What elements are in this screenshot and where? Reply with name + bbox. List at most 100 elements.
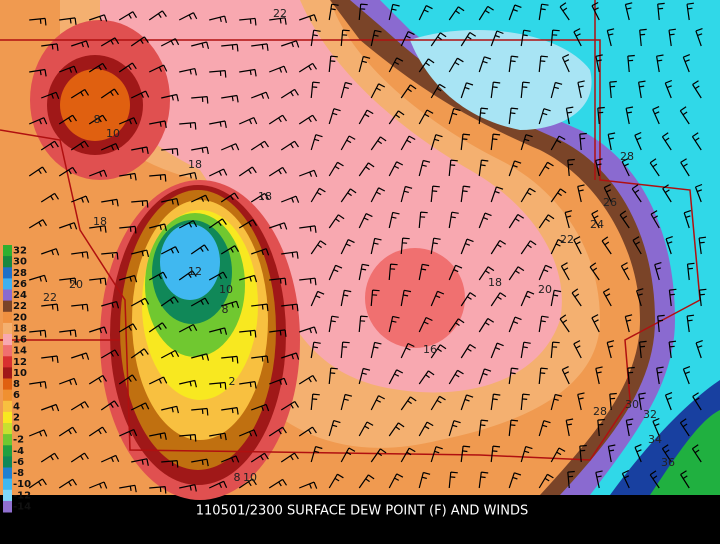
legend-swatch [3, 278, 12, 290]
wind-barb [603, 184, 612, 203]
wind-barb [591, 1, 600, 21]
wind-barb [299, 326, 318, 334]
wind-barb [340, 81, 353, 99]
contour-label: 10 [219, 283, 233, 296]
wind-barb [178, 323, 198, 333]
wind-barb [624, 2, 633, 21]
wind-barb [668, 288, 677, 307]
legend-label: 14 [13, 346, 27, 357]
legend-label: 12 [13, 357, 27, 368]
wind-barb [430, 83, 446, 99]
wind-barb [561, 54, 570, 73]
wind-barb [148, 64, 168, 73]
wind-barb [478, 212, 492, 229]
wind-barb [508, 55, 519, 73]
wind-barb [460, 445, 471, 463]
wind-barb [268, 166, 287, 177]
legend-label: -4 [13, 446, 24, 457]
wind-barb [250, 452, 269, 463]
wind-barb [698, 236, 707, 255]
wind-barb [190, 297, 210, 307]
wind-barb [388, 57, 404, 73]
wind-barb [281, 352, 300, 360]
wind-barb [418, 370, 435, 385]
wind-barb [221, 407, 239, 415]
wind-barb [460, 31, 477, 47]
wind-barb [606, 28, 615, 47]
legend-swatch [3, 500, 12, 513]
wind-barb [460, 343, 477, 359]
wind-barb [131, 200, 149, 208]
wind-barb [627, 54, 635, 73]
wind-barb [664, 79, 673, 99]
wind-barb [328, 55, 338, 73]
wind-barb [88, 114, 107, 125]
wind-barb [161, 460, 179, 468]
wind-barb [149, 432, 167, 440]
wind-barb [624, 314, 633, 333]
wind-barb [520, 341, 531, 359]
wind-barb [606, 340, 615, 359]
moist-pocket [365, 248, 465, 348]
wind-barb [597, 106, 605, 125]
wind-barb [148, 376, 168, 385]
wind-barb [71, 352, 90, 360]
wind-barb [597, 418, 605, 437]
legend-label: 20 [13, 312, 27, 323]
wind-barb [358, 421, 374, 437]
wind-barb [269, 222, 288, 230]
wind-barb [119, 172, 137, 181]
wind-barb [269, 277, 287, 286]
wind-barb [370, 136, 387, 151]
wind-barb [191, 96, 209, 104]
contour-label: 18 [188, 158, 202, 171]
legend-swatch [3, 467, 12, 480]
wind-barb [298, 374, 318, 385]
wind-barb [101, 301, 120, 309]
wind-barb [59, 329, 77, 337]
wind-barb [238, 166, 257, 177]
wind-barb [388, 110, 405, 125]
wind-barb [40, 452, 59, 463]
wind-barb [89, 326, 108, 334]
wind-barb [209, 327, 228, 335]
wind-barb [388, 422, 405, 437]
wind-barb [119, 484, 137, 493]
wind-barb [70, 88, 90, 99]
wind-barb [589, 262, 600, 281]
wind-barb [370, 29, 382, 47]
wind-barb [160, 296, 179, 307]
wind-barb [520, 134, 533, 151]
wind-barb [118, 374, 137, 385]
wind-barb [41, 355, 59, 363]
wind-barb [130, 297, 150, 307]
wind-barb [388, 263, 398, 281]
wind-barb [448, 108, 461, 125]
wind-barb [657, 314, 665, 333]
wind-barb [239, 68, 257, 77]
wind-barb [564, 210, 573, 229]
wind-barb [508, 4, 522, 21]
legend-swatch [3, 378, 12, 391]
wind-barb [118, 62, 137, 73]
wind-barb [250, 140, 269, 151]
wind-barb [251, 403, 270, 412]
wind-barb [652, 417, 660, 437]
wind-barb [625, 106, 634, 125]
wind-barb [239, 17, 257, 26]
wind-barb [478, 159, 489, 177]
wind-barb [657, 2, 665, 21]
caption: 110501/2300 SURFACE DEW POINT (F) AND WI… [196, 504, 529, 519]
wind-barb [310, 393, 320, 411]
wind-barb [400, 342, 415, 359]
wind-barb [29, 329, 47, 338]
wind-barb [238, 478, 257, 489]
wind-barb [328, 108, 341, 125]
wind-barb [238, 219, 258, 229]
wind-barb [478, 368, 492, 385]
wind-barb [559, 2, 570, 21]
wind-barb [478, 56, 492, 73]
wind-barb [190, 194, 210, 203]
wind-barb [328, 214, 345, 229]
wind-barb [59, 17, 77, 25]
